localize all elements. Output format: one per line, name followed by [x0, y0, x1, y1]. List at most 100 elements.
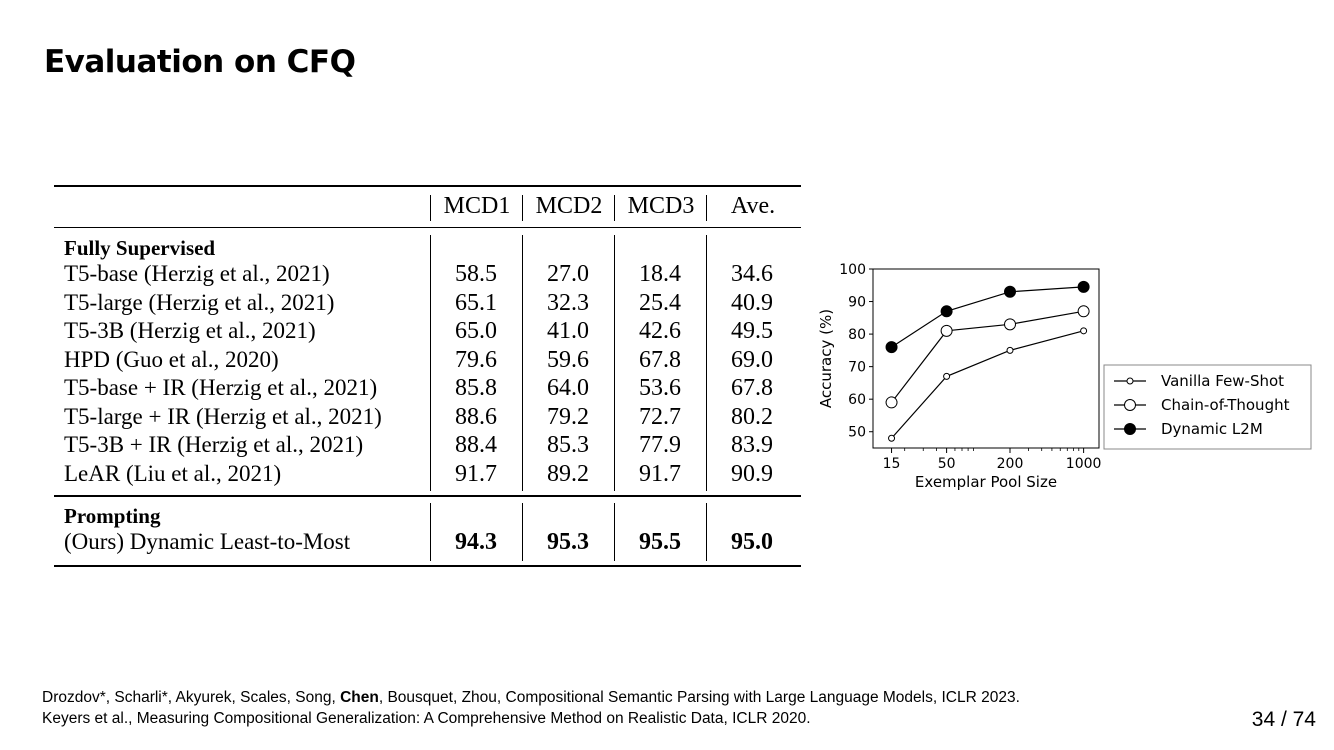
data-point: [940, 305, 953, 318]
citation-1-authors: Drozdov*, Scharli*, Akyurek, Scales, Son…: [42, 689, 341, 706]
table-cell: 58.5: [455, 261, 497, 287]
table-cell: 42.6: [639, 318, 681, 344]
legend-label: Chain-of-Thought: [1161, 396, 1290, 414]
table-cell: 25.4: [639, 289, 681, 316]
table-row-label: LeAR (Liu et al., 2021): [64, 460, 282, 486]
table-cell: 65.0: [455, 318, 497, 344]
table-cell: 59.6: [547, 346, 589, 373]
footer-citations: Drozdov*, Scharli*, Akyurek, Scales, Son…: [42, 687, 1020, 729]
citation-2: Keyers et al., Measuring Compositional G…: [42, 710, 811, 727]
table-cell: 18.4: [639, 261, 681, 287]
table-row-label: (Ours) Dynamic Least-to-Most: [64, 529, 351, 554]
table-cell: 77.9: [639, 432, 681, 458]
table-top-rule: [54, 185, 801, 187]
data-point: [885, 396, 898, 409]
series-line: [891, 286, 1084, 348]
legend-swatch-marker: [1126, 377, 1134, 385]
table-row-label: T5-large + IR (Herzig et al., 2021): [64, 403, 382, 429]
table-cell: 79.6: [455, 346, 497, 373]
y-tick-label: 100: [839, 262, 866, 278]
section-rule: [54, 495, 801, 497]
table-cell: 67.8: [731, 375, 773, 401]
data-point: [1077, 280, 1090, 293]
table-cell: 40.9: [731, 289, 773, 316]
col-divider: [430, 503, 432, 561]
x-tick-label: 1000: [1066, 456, 1102, 472]
data-point: [1080, 327, 1088, 335]
table-cell: 64.0: [547, 375, 589, 401]
table-cell: 90.9: [731, 460, 773, 487]
y-tick-label: 50: [848, 425, 866, 441]
results-table: MCD1 MCD2 MCD3 Ave. Fully Supervised Pro…: [54, 185, 801, 567]
legend-label: Dynamic L2M: [1161, 420, 1263, 438]
data-point: [1004, 285, 1017, 298]
table-row-label: T5-3B + IR (Herzig et al., 2021): [64, 432, 364, 457]
section-header-prompting: Prompting: [64, 504, 161, 528]
table-cell: 67.8: [639, 346, 681, 373]
citation-1-rest: , Bousquet, Zhou, Compositional Semantic…: [378, 689, 1020, 706]
citation-1: Drozdov*, Scharli*, Akyurek, Scales, Son…: [42, 687, 1020, 708]
legend-box: [1103, 364, 1312, 450]
y-tick-label: 60: [848, 392, 866, 408]
series-line: [891, 310, 1084, 403]
legend-swatch-marker: [1124, 399, 1136, 411]
table-row-label: T5-base (Herzig et al., 2021): [64, 261, 330, 286]
table-cell: 95.5: [639, 529, 681, 555]
header-rule: [54, 227, 801, 229]
plot-frame: [872, 268, 1100, 449]
table-cell: 89.2: [547, 460, 589, 487]
legend-swatch-marker: [1124, 423, 1136, 435]
accuracy-line-chart: 50 60 70 80 90 100 15 50 200 1000 Exemplar Pool Si…: [817, 262, 1312, 491]
table-cell: 85.3: [547, 432, 589, 458]
table-cell: 79.2: [547, 403, 589, 430]
col-divider: [430, 195, 432, 221]
col-divider: [522, 235, 524, 491]
table-row-label: T5-base + IR (Herzig et al., 2021): [64, 375, 378, 400]
table-cell: 34.6: [731, 261, 773, 287]
table-cell: 65.1: [455, 289, 497, 316]
y-tick-label: 90: [848, 295, 866, 311]
column-header-mcd1: MCD1: [443, 193, 511, 219]
table-row-label: T5-3B (Herzig et al., 2021): [64, 318, 316, 343]
page-number: 34 / 74: [1251, 708, 1316, 731]
data-point: [1077, 305, 1090, 318]
column-header-mcd3: MCD3: [627, 193, 695, 219]
data-point: [885, 341, 898, 354]
col-divider: [522, 195, 524, 221]
table-cell: 72.7: [639, 403, 681, 430]
table-cell: 95.3: [547, 529, 589, 555]
table-cell: 41.0: [547, 318, 589, 344]
col-divider: [614, 503, 616, 561]
table-cell: 69.0: [731, 346, 773, 373]
table-cell: 91.7: [455, 460, 497, 487]
col-divider: [614, 235, 616, 491]
table-cell: 91.7: [639, 460, 681, 487]
table-cell: 94.3: [455, 529, 497, 555]
x-axis-label: Exemplar Pool Size: [915, 473, 1057, 491]
data-point: [888, 434, 896, 442]
column-header-ave: Ave.: [730, 193, 776, 219]
table-cell: 80.2: [731, 403, 773, 430]
legend-label: Vanilla Few-Shot: [1161, 372, 1284, 390]
table-cell: 27.0: [547, 261, 589, 287]
series-line: [891, 330, 1084, 439]
table-cell: 85.8: [455, 375, 497, 401]
table-cell: 95.0: [731, 529, 773, 555]
table-row-label: HPD (Guo et al., 2020): [64, 346, 279, 372]
table-cell: 83.9: [731, 432, 773, 458]
data-point: [940, 324, 953, 337]
table-row-label: T5-large (Herzig et al., 2021): [64, 289, 335, 315]
data-point: [1004, 318, 1017, 331]
y-tick-label: 80: [848, 327, 866, 343]
col-divider: [706, 503, 708, 561]
column-header-mcd2: MCD2: [535, 193, 603, 219]
y-tick-label: 70: [848, 360, 866, 376]
data-point: [1006, 346, 1014, 354]
citation-1-highlighted-author: Chen: [340, 689, 379, 706]
col-divider: [706, 195, 708, 221]
y-axis-label: Accuracy (%): [817, 309, 835, 408]
table-cell: 32.3: [547, 289, 589, 316]
table-cell: 88.4: [455, 432, 497, 458]
col-divider: [706, 235, 708, 491]
col-divider: [430, 235, 432, 491]
